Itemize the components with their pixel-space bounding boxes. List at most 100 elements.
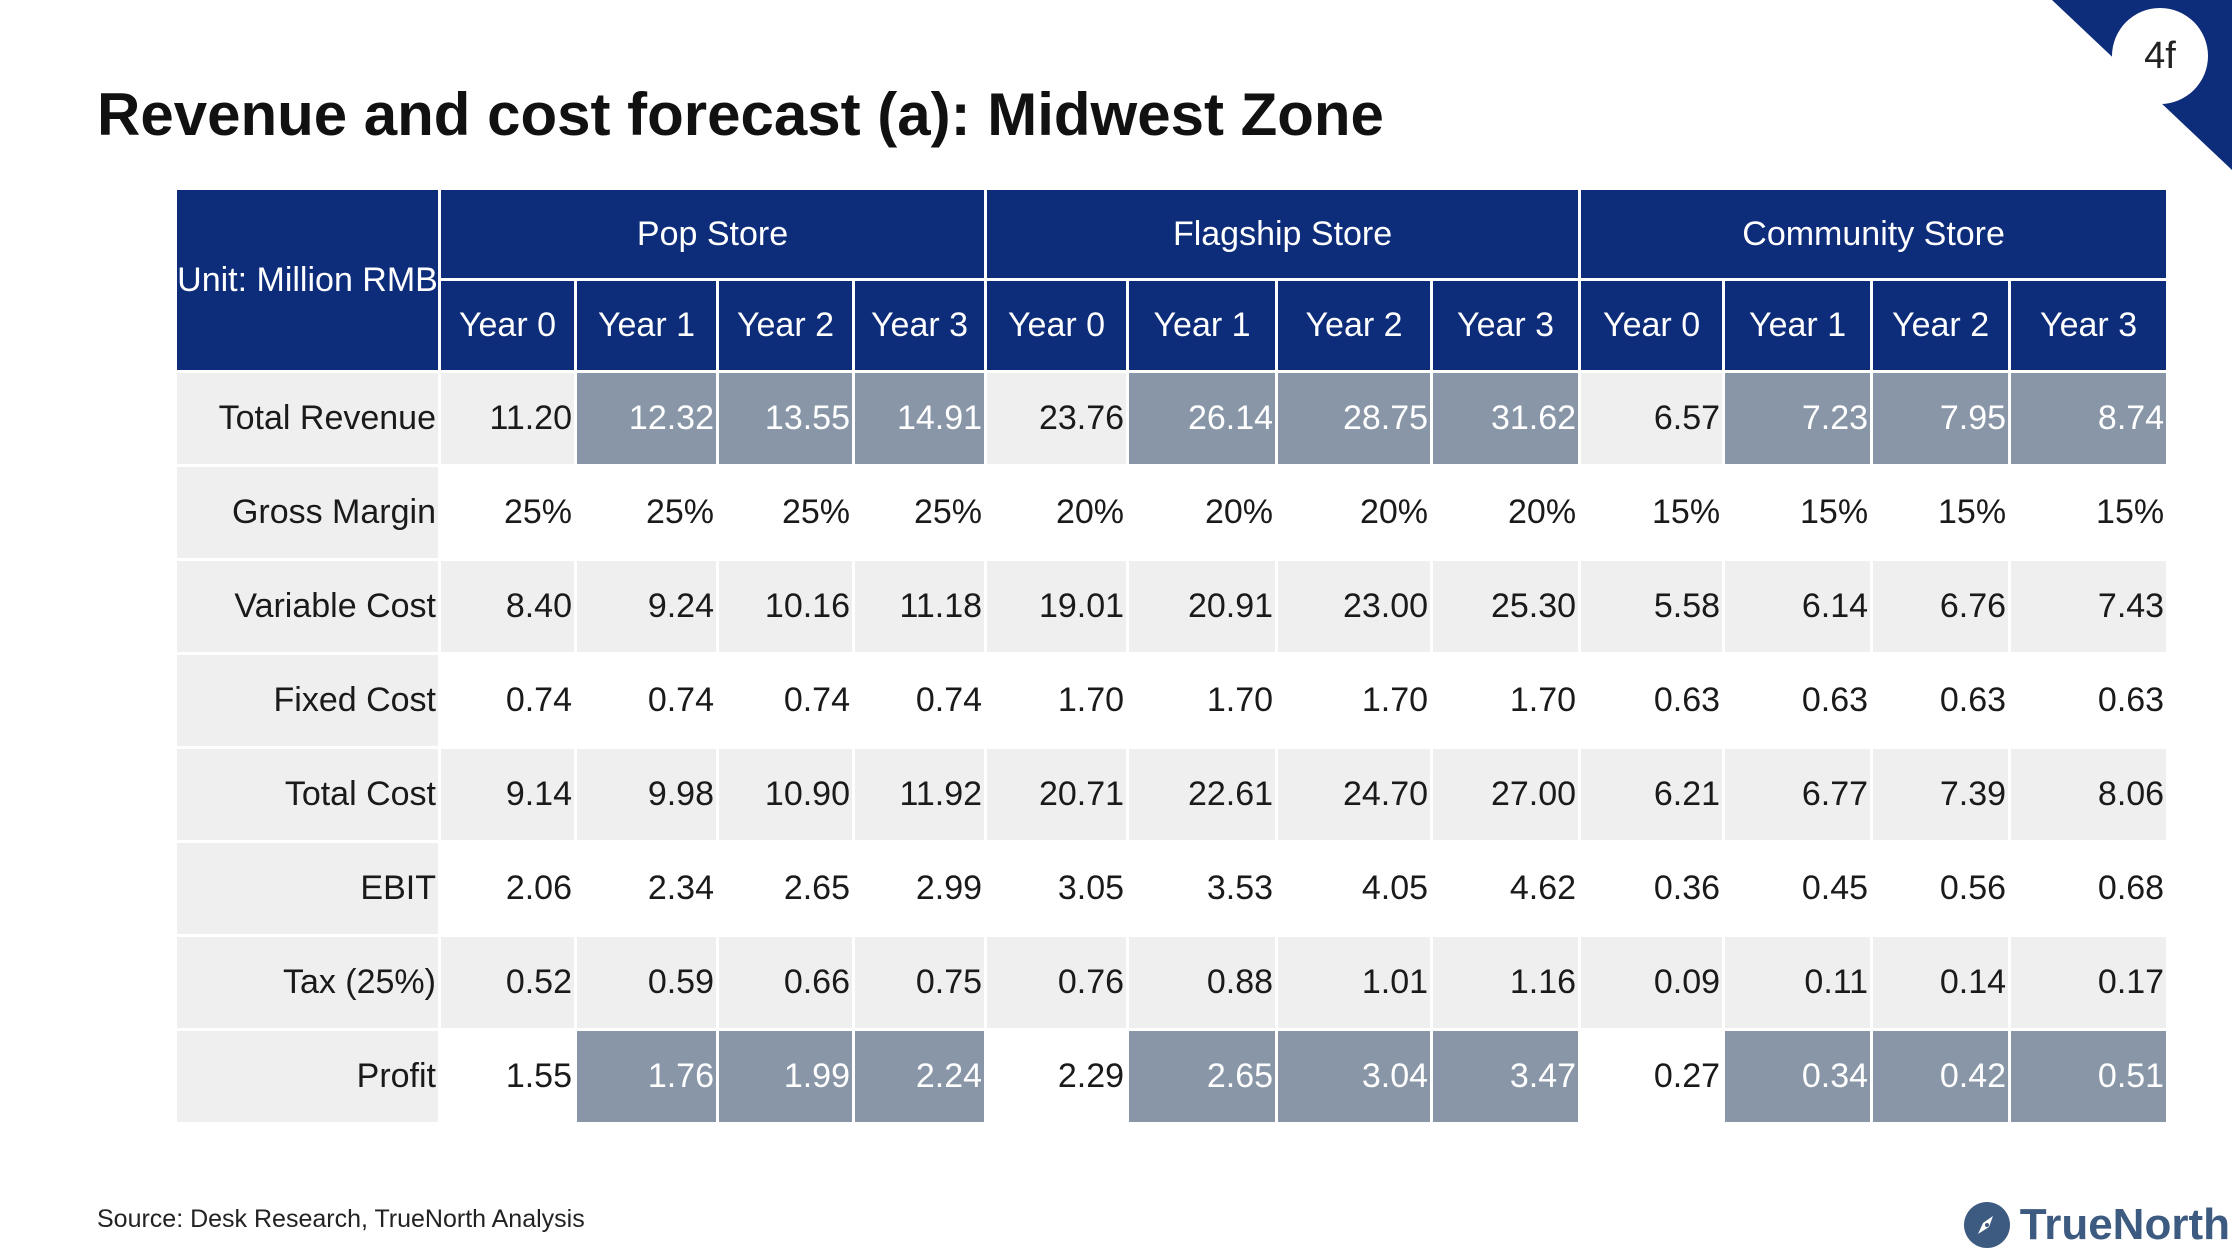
table-cell: 1.55	[438, 1028, 577, 1125]
table-cell: 5.58	[1578, 558, 1726, 655]
table-cell: 9.24	[574, 558, 719, 655]
table-cell: 11.18	[851, 558, 988, 655]
table-cell: 25%	[716, 464, 855, 561]
table-cell: 25%	[851, 464, 988, 561]
table-cell: 20%	[1275, 464, 1434, 561]
table-cell: 0.14	[1870, 934, 2012, 1031]
slide-title: Revenue and cost forecast (a): Midwest Z…	[97, 81, 1384, 148]
group-header-community-store: Community Store	[1578, 187, 2170, 281]
table-cell: 11.92	[851, 746, 988, 843]
table-row-total-revenue: Total Revenue 11.20 12.32 13.55 14.91 23…	[174, 370, 2170, 467]
table-cell: 1.99	[716, 1028, 855, 1125]
table-row-total-cost: Total Cost 9.14 9.98 10.90 11.92 20.71 2…	[174, 746, 2170, 843]
year-header: Year 3	[1430, 278, 1582, 373]
table-row-profit: Profit 1.55 1.76 1.99 2.24 2.29 2.65 3.0…	[174, 1028, 2170, 1125]
table-cell: 3.53	[1126, 840, 1279, 937]
table-cell: 15%	[1578, 464, 1726, 561]
table-cell: 0.42	[1870, 1028, 2012, 1125]
table-cell: 0.51	[2008, 1028, 2170, 1125]
year-header: Year 3	[851, 278, 988, 373]
table-cell: 0.63	[2008, 652, 2170, 749]
year-header: Year 2	[716, 278, 855, 373]
table-cell: 0.74	[438, 652, 577, 749]
table-cell: 0.68	[2008, 840, 2170, 937]
table-cell: 0.45	[1722, 840, 1874, 937]
table-cell: 27.00	[1430, 746, 1582, 843]
table-cell: 25%	[574, 464, 719, 561]
table-cell: 1.76	[574, 1028, 719, 1125]
table-cell: 3.47	[1430, 1028, 1582, 1125]
table-cell: 6.77	[1722, 746, 1874, 843]
row-label: Tax (25%)	[174, 934, 441, 1031]
table-cell: 14.91	[851, 370, 988, 467]
table-cell: 25%	[438, 464, 577, 561]
table-cell: 0.27	[1578, 1028, 1726, 1125]
table-cell: 0.76	[984, 934, 1130, 1031]
table-cell: 0.75	[851, 934, 988, 1031]
source-note: Source: Desk Research, TrueNorth Analysi…	[97, 1205, 585, 1233]
unit-header: Unit: Million RMB	[174, 187, 441, 373]
year-header-row: Year 0 Year 1 Year 2 Year 3 Year 0 Year …	[176, 278, 2170, 373]
table-cell: 7.43	[2008, 558, 2170, 655]
table-cell: 2.65	[1126, 1028, 1279, 1125]
year-header: Year 3	[2008, 278, 2170, 373]
table-cell: 2.65	[716, 840, 855, 937]
table-cell: 4.62	[1430, 840, 1582, 937]
table-cell: 15%	[1870, 464, 2012, 561]
table-cell: 25.30	[1430, 558, 1582, 655]
table-cell: 24.70	[1275, 746, 1434, 843]
table-cell: 3.05	[984, 840, 1130, 937]
table-cell: 22.61	[1126, 746, 1279, 843]
table-cell: 15%	[2008, 464, 2170, 561]
group-header-flagship-store: Flagship Store	[984, 187, 1582, 281]
table-cell: 0.88	[1126, 934, 1279, 1031]
table-cell: 31.62	[1430, 370, 1582, 467]
table-cell: 0.11	[1722, 934, 1874, 1031]
table-cell: 15%	[1722, 464, 1874, 561]
table-cell: 7.95	[1870, 370, 2012, 467]
table-cell: 0.17	[2008, 934, 2170, 1031]
table-cell: 6.76	[1870, 558, 2012, 655]
table-cell: 0.59	[574, 934, 719, 1031]
forecast-table: Unit: Million RMB Pop Store Flagship Sto…	[174, 187, 2170, 1125]
table-row-ebit: EBIT 2.06 2.34 2.65 2.99 3.05 3.53 4.05 …	[174, 840, 2170, 937]
table-cell: 2.29	[984, 1028, 1130, 1125]
table-row-gross-margin: Gross Margin 25% 25% 25% 25% 20% 20% 20%…	[174, 464, 2170, 561]
table-cell: 2.34	[574, 840, 719, 937]
table-cell: 0.09	[1578, 934, 1726, 1031]
table-cell: 13.55	[716, 370, 855, 467]
table-cell: 7.23	[1722, 370, 1874, 467]
brand-logo: TrueNorth	[1963, 1200, 2230, 1250]
table-cell: 7.39	[1870, 746, 2012, 843]
year-header: Year 2	[1275, 278, 1434, 373]
table-cell: 0.63	[1722, 652, 1874, 749]
table-cell: 23.00	[1275, 558, 1434, 655]
table-cell: 0.34	[1722, 1028, 1874, 1125]
table-cell: 0.52	[438, 934, 577, 1031]
table-row-fixed-cost: Fixed Cost 0.74 0.74 0.74 0.74 1.70 1.70…	[174, 652, 2170, 749]
table-row-variable-cost: Variable Cost 8.40 9.24 10.16 11.18 19.0…	[174, 558, 2170, 655]
table-cell: 2.06	[438, 840, 577, 937]
table-cell: 2.99	[851, 840, 988, 937]
table-cell: 28.75	[1275, 370, 1434, 467]
year-header: Year 0	[1578, 278, 1726, 373]
row-label: Gross Margin	[174, 464, 441, 561]
table-cell: 4.05	[1275, 840, 1434, 937]
table-cell: 20%	[984, 464, 1130, 561]
row-label: EBIT	[174, 840, 441, 937]
table-cell: 0.74	[574, 652, 719, 749]
table-cell: 0.66	[716, 934, 855, 1031]
group-header-pop-store: Pop Store	[437, 187, 988, 281]
row-label: Variable Cost	[174, 558, 441, 655]
table-cell: 1.01	[1275, 934, 1434, 1031]
table-cell: 8.06	[2008, 746, 2170, 843]
table-cell: 3.04	[1275, 1028, 1434, 1125]
compass-icon	[1963, 1202, 2010, 1248]
table-cell: 9.98	[574, 746, 719, 843]
table-cell: 1.70	[1126, 652, 1279, 749]
year-header: Year 1	[574, 278, 719, 373]
table-row-tax: Tax (25%) 0.52 0.59 0.66 0.75 0.76 0.88 …	[174, 934, 2170, 1031]
year-header: Year 2	[1870, 278, 2012, 373]
table-cell: 8.74	[2008, 370, 2170, 467]
table-cell: 23.76	[984, 370, 1130, 467]
